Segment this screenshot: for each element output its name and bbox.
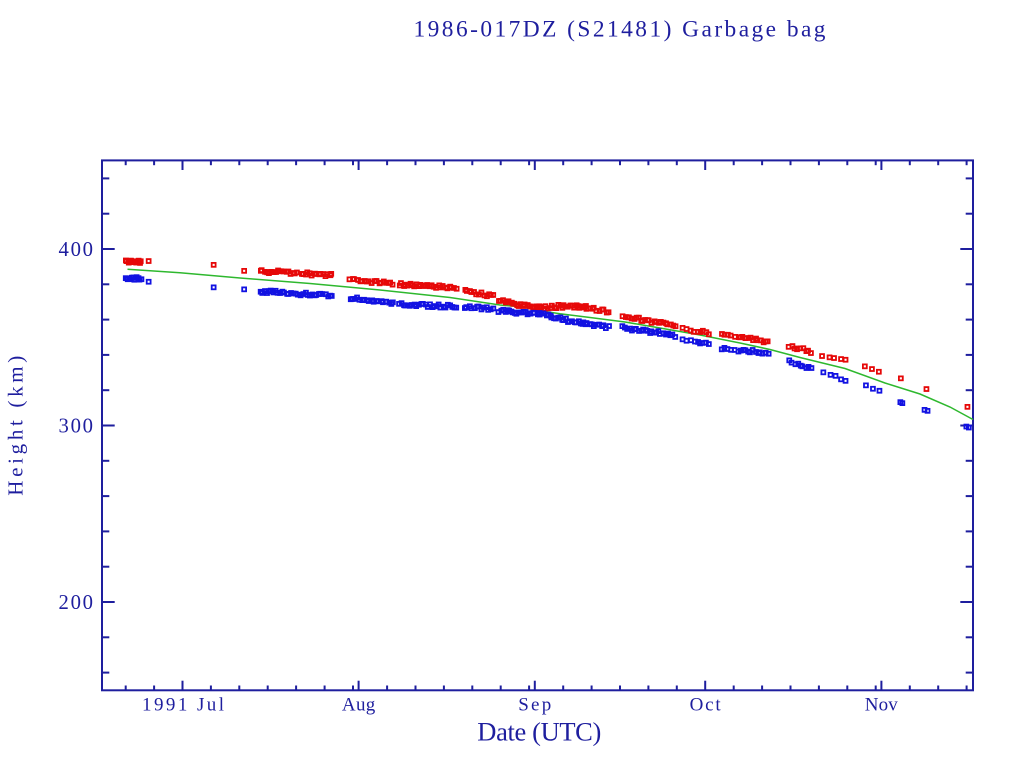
svg-text:Oct: Oct — [690, 694, 722, 715]
svg-text:200: 200 — [59, 592, 94, 614]
svg-text:Aug: Aug — [342, 694, 376, 715]
svg-text:300: 300 — [59, 415, 94, 437]
svg-text:400: 400 — [59, 239, 94, 261]
svg-text:Height (km): Height (km) — [4, 356, 28, 496]
svg-text:Nov: Nov — [865, 694, 899, 715]
svg-text:Date (UTC): Date (UTC) — [477, 717, 601, 747]
svg-text:1991 Jul: 1991 Jul — [142, 694, 224, 715]
svg-text:Sep: Sep — [518, 694, 551, 715]
